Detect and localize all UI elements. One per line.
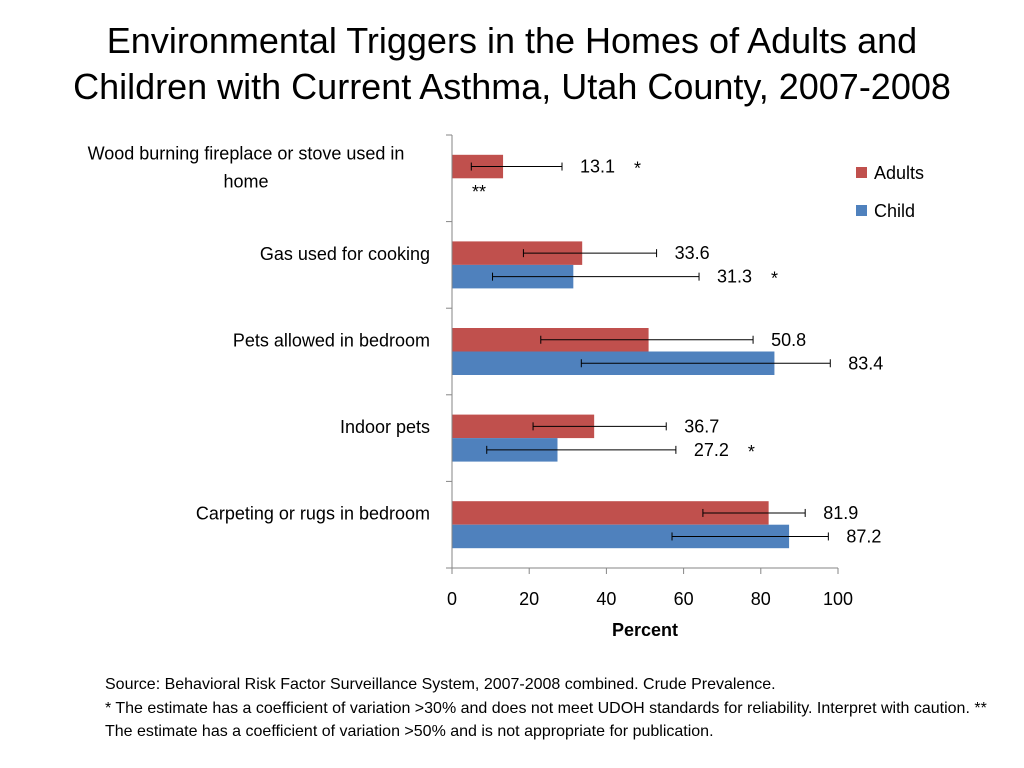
x-tick-label: 20 xyxy=(519,589,539,609)
data-label: 81.9 xyxy=(823,503,858,523)
bar-chart: 0 20 40 60 80 100 Percent Wood burning fireplac… xyxy=(88,134,924,640)
x-axis-title: Percent xyxy=(612,620,678,640)
legend-label: Child xyxy=(874,201,915,221)
category-label: Pets allowed in bedroom xyxy=(233,331,430,351)
reliability-flag: * xyxy=(634,159,641,179)
category-label: Gas used for cooking xyxy=(260,244,430,264)
bar-adults xyxy=(452,414,595,439)
data-label: 50.8 xyxy=(771,330,806,350)
data-label: 83.4 xyxy=(848,353,883,373)
bar-adults xyxy=(452,241,583,265)
category-label: Indoor pets xyxy=(340,417,430,437)
x-tick-label: 100 xyxy=(823,589,853,609)
legend-swatch-child xyxy=(856,205,867,216)
footnotes: Source: Behavioral Risk Factor Surveilla… xyxy=(105,673,1010,744)
data-label: 31.3 xyxy=(717,267,752,287)
legend-label: Adults xyxy=(874,163,924,183)
data-label: 36.7 xyxy=(684,416,719,436)
category-label: Carpeting or rugs in bedroom xyxy=(196,504,430,524)
bar-child xyxy=(452,524,790,549)
x-tick-label: 40 xyxy=(596,589,616,609)
x-tick-label: 80 xyxy=(751,589,771,609)
category-label: Wood burning fireplace or stove used in xyxy=(88,143,405,163)
legend-swatch-adults xyxy=(856,167,867,178)
chart-title: Environmental Triggers in the Homes of A… xyxy=(0,18,1024,110)
data-label: 87.2 xyxy=(846,526,881,546)
x-tick-label: 0 xyxy=(447,589,457,609)
reliability-flag: ** xyxy=(472,182,486,202)
data-label: 27.2 xyxy=(694,440,729,460)
bar-adults xyxy=(452,501,769,525)
reliability-note: * The estimate has a coefficient of vari… xyxy=(105,699,987,741)
category-label: home xyxy=(223,171,268,191)
reliability-flag: * xyxy=(748,442,755,462)
chart-title-line-2: Children with Current Asthma, Utah Count… xyxy=(73,66,951,107)
x-tick-label: 60 xyxy=(674,589,694,609)
source-note: Source: Behavioral Risk Factor Surveilla… xyxy=(105,676,776,693)
reliability-flag: * xyxy=(771,269,778,289)
chart-title-line-1: Environmental Triggers in the Homes of A… xyxy=(106,20,918,61)
data-label: 33.6 xyxy=(675,243,710,263)
data-label: 13.1 xyxy=(580,157,615,177)
